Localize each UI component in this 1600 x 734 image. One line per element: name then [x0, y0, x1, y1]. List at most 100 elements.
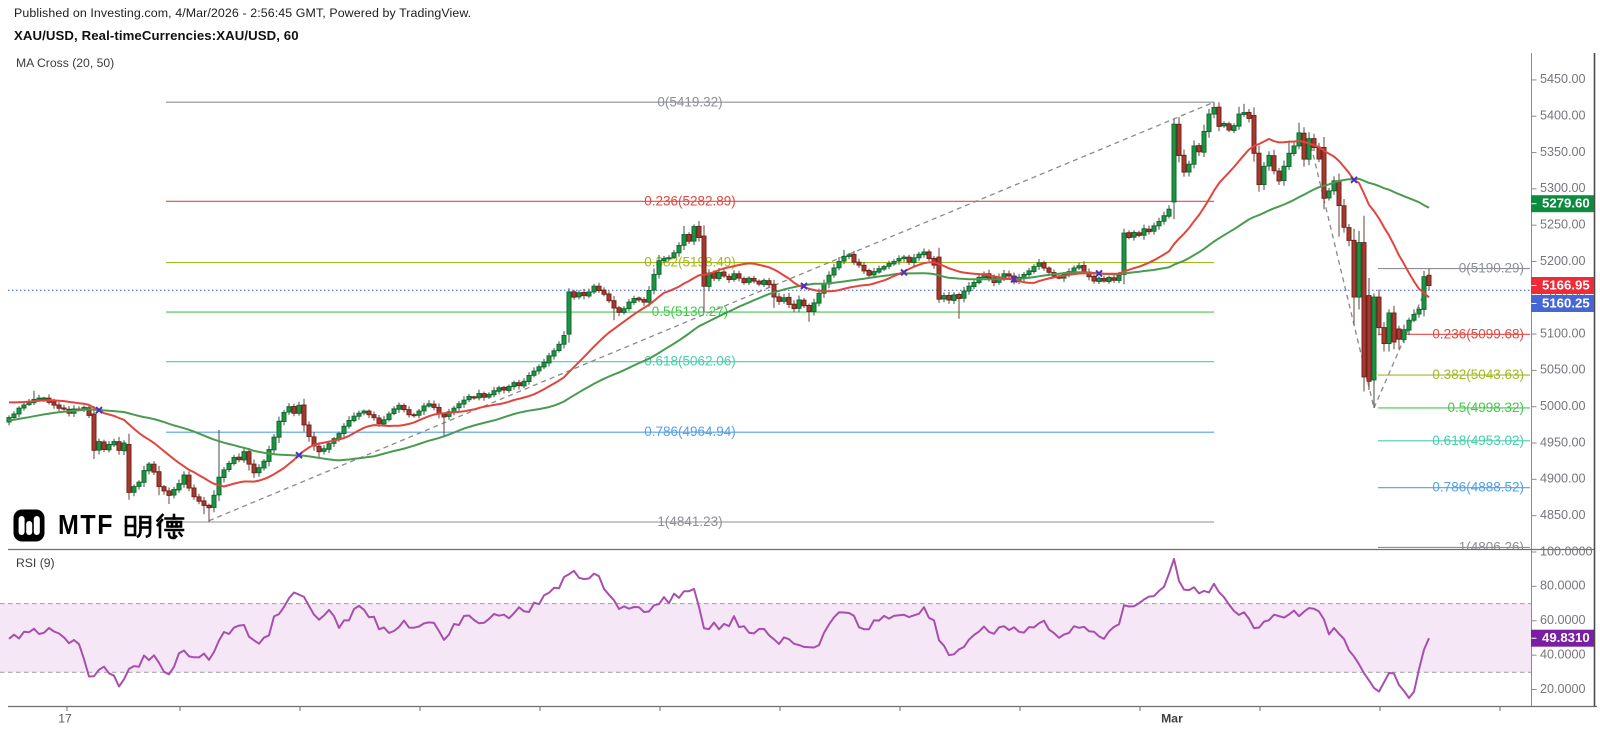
candle-body [326, 443, 332, 450]
candle-body [151, 463, 157, 473]
candle-body [741, 278, 747, 284]
candle-body [896, 258, 902, 262]
logo-icon-pill [26, 521, 33, 535]
ma-cross-marker [95, 406, 103, 414]
candle-body [166, 490, 172, 496]
candle-body [606, 293, 612, 302]
candle-body [761, 279, 767, 285]
candles[interactable] [6, 102, 1432, 522]
candle-body [756, 280, 762, 285]
candle-body [706, 272, 712, 287]
candle-body [641, 299, 647, 303]
candle-body [1331, 180, 1337, 192]
candle-body [856, 261, 862, 266]
candle-body [441, 413, 447, 418]
indicator-label: MA Cross (20, 50) [16, 56, 115, 70]
candle-body [926, 251, 932, 260]
candle-body [506, 385, 512, 391]
candle-body [1191, 145, 1197, 165]
candle-body [16, 407, 22, 415]
candle-body [1416, 308, 1422, 315]
ma50-line[interactable] [8, 177, 1430, 462]
ma20-line[interactable] [9, 137, 1430, 488]
logo-icon-pill [18, 516, 25, 535]
candle-body [101, 441, 107, 450]
candle-body [781, 297, 787, 302]
candle-body [1346, 227, 1352, 241]
candle-body [1281, 165, 1287, 182]
fib-level-label: 0.618(5062.06) [644, 354, 736, 369]
price-tick-label: 5450.00 [1540, 72, 1586, 86]
candle-body [196, 496, 202, 502]
candle-body [891, 261, 897, 265]
logo-text-cjk [124, 513, 185, 540]
candle-body [411, 414, 417, 417]
candle-body [1256, 152, 1262, 185]
candle-body [941, 295, 947, 300]
candle-body [41, 397, 47, 400]
candle-body [936, 256, 942, 300]
time-axis-label: Mar [1161, 712, 1183, 726]
candle-body [501, 386, 507, 391]
candle-body [566, 291, 572, 335]
trendline-3[interactable] [1373, 281, 1430, 409]
candle-body [1171, 123, 1177, 203]
candle-body [1386, 312, 1392, 344]
candle-body [11, 413, 17, 418]
candle-body [721, 271, 727, 277]
candle-body [1131, 231, 1137, 238]
candle-body [611, 300, 617, 309]
fib-level-label: 0.236(5282.89) [644, 193, 736, 208]
candle-body [1026, 270, 1032, 275]
candle-body [116, 441, 122, 451]
ma-slow-value-badge: 5279.60 [1531, 195, 1594, 213]
candle-body [651, 274, 657, 291]
candle-body [271, 436, 277, 451]
candle-body [1401, 329, 1407, 341]
candle-body [496, 387, 502, 392]
candle-body [276, 420, 282, 438]
candle-body [1341, 205, 1347, 228]
rsi-tick-label: 100.0000 [1540, 544, 1593, 558]
candle-body [476, 393, 482, 399]
candle-body [516, 382, 522, 387]
candle-body [911, 257, 917, 263]
fib-level-label: 1(4806.26) [1459, 539, 1524, 554]
candle-body [296, 404, 302, 414]
candle-body [1036, 262, 1042, 267]
candle-body [366, 410, 372, 416]
trendline-2[interactable] [1308, 137, 1375, 409]
candle-body [111, 441, 117, 446]
candle-body [1376, 296, 1382, 329]
candle-body [211, 494, 217, 508]
candle-body [426, 403, 432, 407]
rsi-indicator-label: RSI (9) [16, 556, 55, 570]
candle-body [396, 404, 402, 410]
fib-level-label: 0.382(5043.63) [1432, 367, 1524, 382]
rsi-line[interactable] [8, 558, 1430, 699]
candle-body [1236, 113, 1242, 127]
price-tick-label: 5000.00 [1540, 399, 1586, 413]
trendline-1[interactable] [208, 101, 1215, 522]
candle-body [586, 291, 592, 297]
candle-body [1111, 277, 1117, 281]
candle-body [846, 254, 852, 257]
candle-body [1226, 123, 1232, 131]
candle-body [1161, 215, 1167, 222]
candle-body [916, 253, 922, 259]
candle-body [1101, 278, 1107, 282]
candle-body [921, 251, 927, 256]
candle-body [391, 408, 397, 414]
candle-body [676, 245, 682, 254]
candle-body [1151, 225, 1157, 232]
logo-text-latin: MTF [58, 509, 115, 541]
candle-body [361, 410, 367, 414]
candle-body [91, 413, 97, 451]
fib-level-label: 0(5190.29) [1459, 261, 1524, 276]
candle-body [1391, 312, 1397, 343]
candle-body [791, 303, 797, 310]
candle-body [596, 285, 602, 292]
candle-body [1116, 274, 1122, 281]
candle-body [51, 401, 57, 406]
